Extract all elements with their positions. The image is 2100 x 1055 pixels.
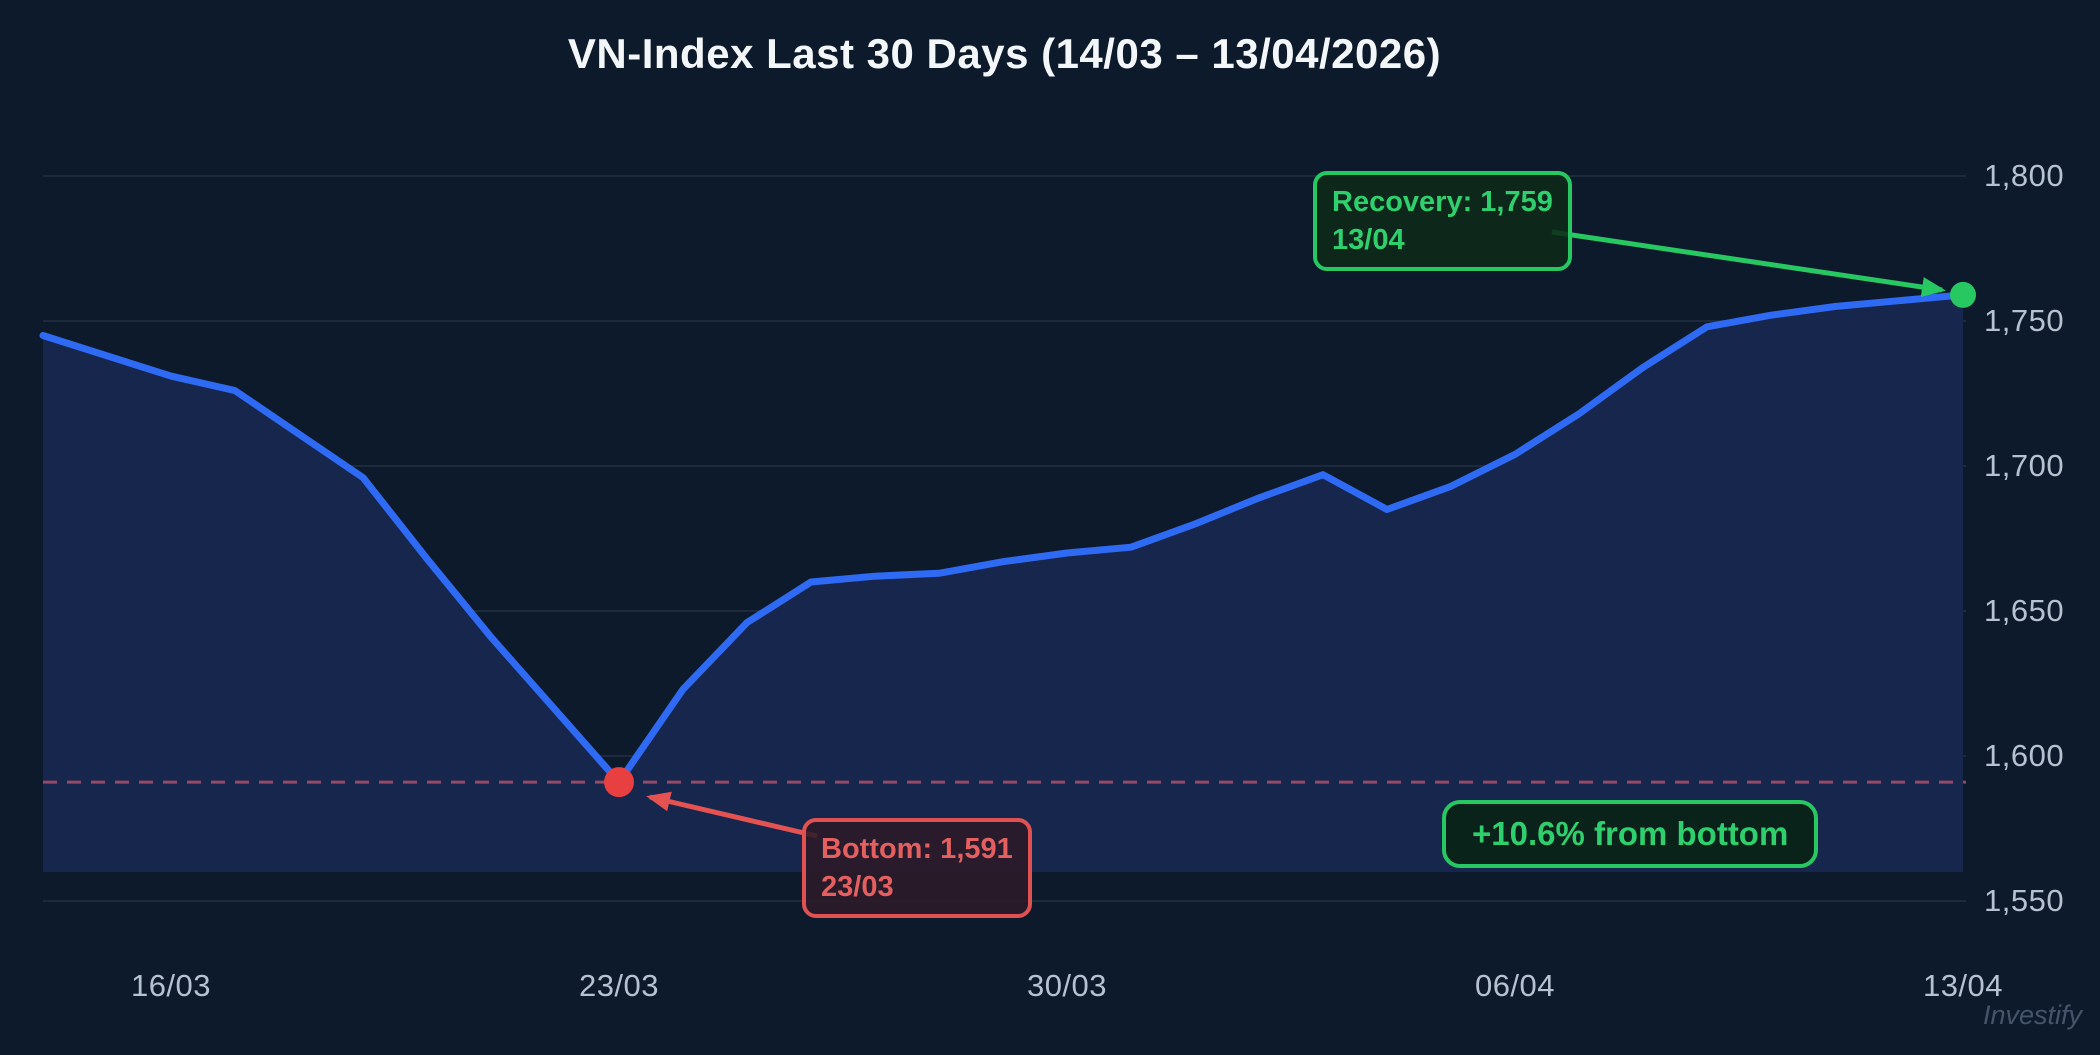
bottom-annotation-box: Bottom: 1,591 23/03 xyxy=(802,818,1032,918)
recovery-annotation-label: Recovery: 1,759 xyxy=(1332,186,1553,218)
recovery-annotation-date: 13/04 xyxy=(1332,224,1405,256)
x-tick-label: 23/03 xyxy=(578,968,660,1003)
x-tick-label: 16/03 xyxy=(130,968,212,1003)
y-tick-label: 1,550 xyxy=(1984,883,2065,918)
bottom-arrow xyxy=(646,791,818,839)
price-line xyxy=(39,291,1967,786)
x-tick-label: 13/04 xyxy=(1922,968,2004,1003)
area-fill xyxy=(43,294,1963,872)
bottom-annotation-date: 23/03 xyxy=(821,871,894,903)
x-tick-label: 06/04 xyxy=(1474,968,1556,1003)
y-tick-label: 1,600 xyxy=(1984,738,2065,773)
recovery-arrow xyxy=(1551,229,1946,297)
y-tick-label: 1,700 xyxy=(1984,448,2065,483)
percent-gain-badge: +10.6% from bottom xyxy=(1442,800,1819,868)
bottom-annotation-label: Bottom: 1,591 xyxy=(821,833,1013,865)
y-tick-label: 1,800 xyxy=(1984,158,2065,193)
x-tick-label: 30/03 xyxy=(1026,968,1108,1003)
watermark: Investify xyxy=(1982,1000,2082,1030)
bottom-marker-dot xyxy=(604,767,634,798)
y-tick-label: 1,750 xyxy=(1984,303,2065,338)
chart-title: VN-Index Last 30 Days (14/03 – 13/04/202… xyxy=(567,30,1442,77)
recovery-marker-dot xyxy=(1950,281,1976,308)
recovery-annotation-box: Recovery: 1,759 13/04 xyxy=(1313,171,1572,271)
y-tick-label: 1,650 xyxy=(1984,593,2065,628)
